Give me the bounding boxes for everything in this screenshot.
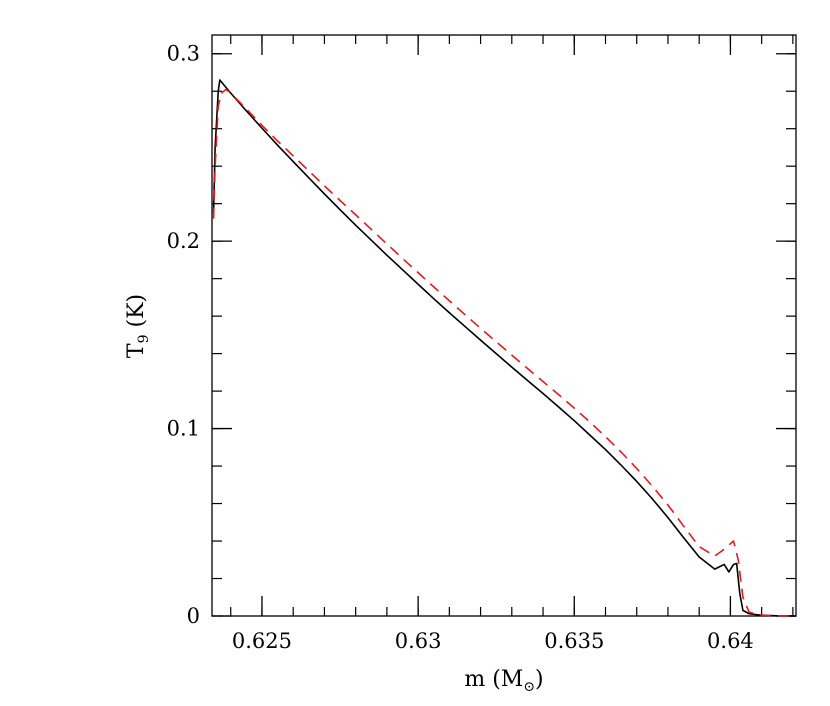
y-tick-label: 0 [187, 604, 200, 628]
series-line-2 [212, 88, 797, 617]
x-tick-labels: 0.625 0.63 0.635 0.64 [232, 629, 754, 653]
series-layer [212, 79, 797, 617]
y-tick-labels: 0 0.1 0.2 0.3 [167, 42, 200, 628]
x-tick-label: 0.64 [707, 629, 754, 653]
x-tick-label: 0.63 [395, 629, 442, 653]
y-tick-label: 0.2 [167, 229, 200, 253]
x-tick-label: 0.635 [544, 629, 604, 653]
series-line-1 [212, 79, 797, 617]
x-tick-label: 0.625 [232, 629, 292, 653]
minor-ticks [212, 35, 796, 617]
y-axis-label: T9 (K) [124, 294, 152, 358]
x-axis-label: m (M⊙) [464, 667, 543, 695]
sun-symbol: ⊙ [523, 679, 535, 695]
y-tick-label: 0.3 [167, 42, 200, 66]
major-ticks [212, 35, 796, 617]
plot-frame [211, 34, 797, 617]
y-tick-label: 0.1 [167, 417, 200, 441]
